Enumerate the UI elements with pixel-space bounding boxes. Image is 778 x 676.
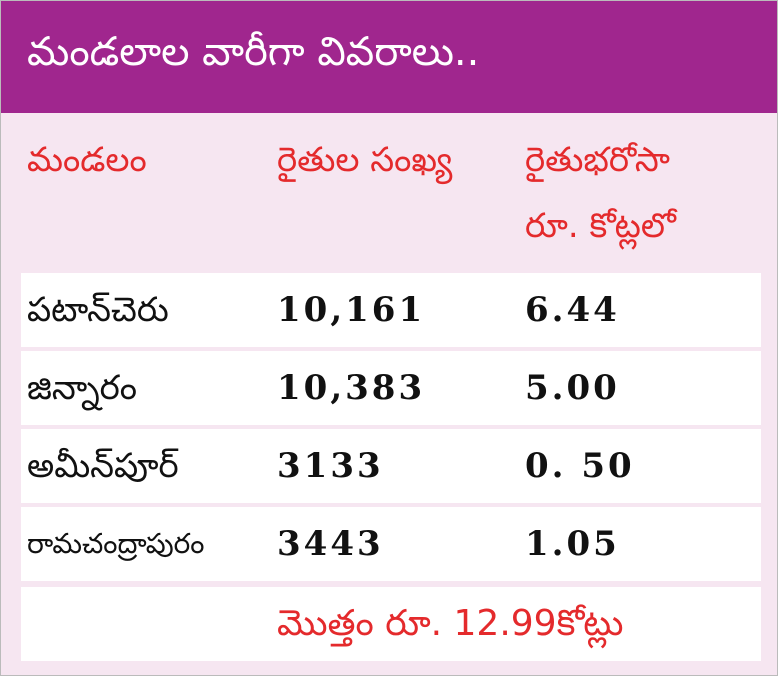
- cell-number: 0. 50: [525, 446, 635, 486]
- column-header: మండలం: [27, 140, 147, 180]
- row-band: [21, 507, 761, 581]
- column-header: రైతుభరోసా: [525, 140, 670, 180]
- cell-number: 1.05: [525, 524, 620, 564]
- cell-number: 10,383: [277, 368, 426, 408]
- total: మొత్తం రూ. 12.99కోట్లు: [277, 603, 624, 644]
- cell-number: 3133: [277, 446, 384, 486]
- cell-name: రామచంద్రాపురం: [27, 527, 205, 560]
- cell-number: 10,161: [277, 290, 426, 330]
- column-header: రైతుల సంఖ్య: [277, 140, 453, 180]
- column-header: రూ. కోట్లలో: [525, 206, 676, 246]
- cell-name: అమీన్‌పూర్: [27, 446, 179, 486]
- cell-number: 6.44: [525, 290, 620, 330]
- cell-name: పటాన్‌చెరు: [27, 290, 169, 330]
- cell-number: 5.00: [525, 368, 620, 408]
- row-band: [21, 429, 761, 503]
- title-bar: మండలాల వారీగా వివరాలు..: [1, 1, 777, 113]
- cell-name: జిన్నారం: [27, 368, 138, 408]
- title: మండలాల వారీగా వివరాలు..: [27, 29, 480, 75]
- total-band: [21, 587, 761, 661]
- row-band: [21, 273, 761, 347]
- cell-number: 3443: [277, 524, 384, 564]
- row-band: [21, 351, 761, 425]
